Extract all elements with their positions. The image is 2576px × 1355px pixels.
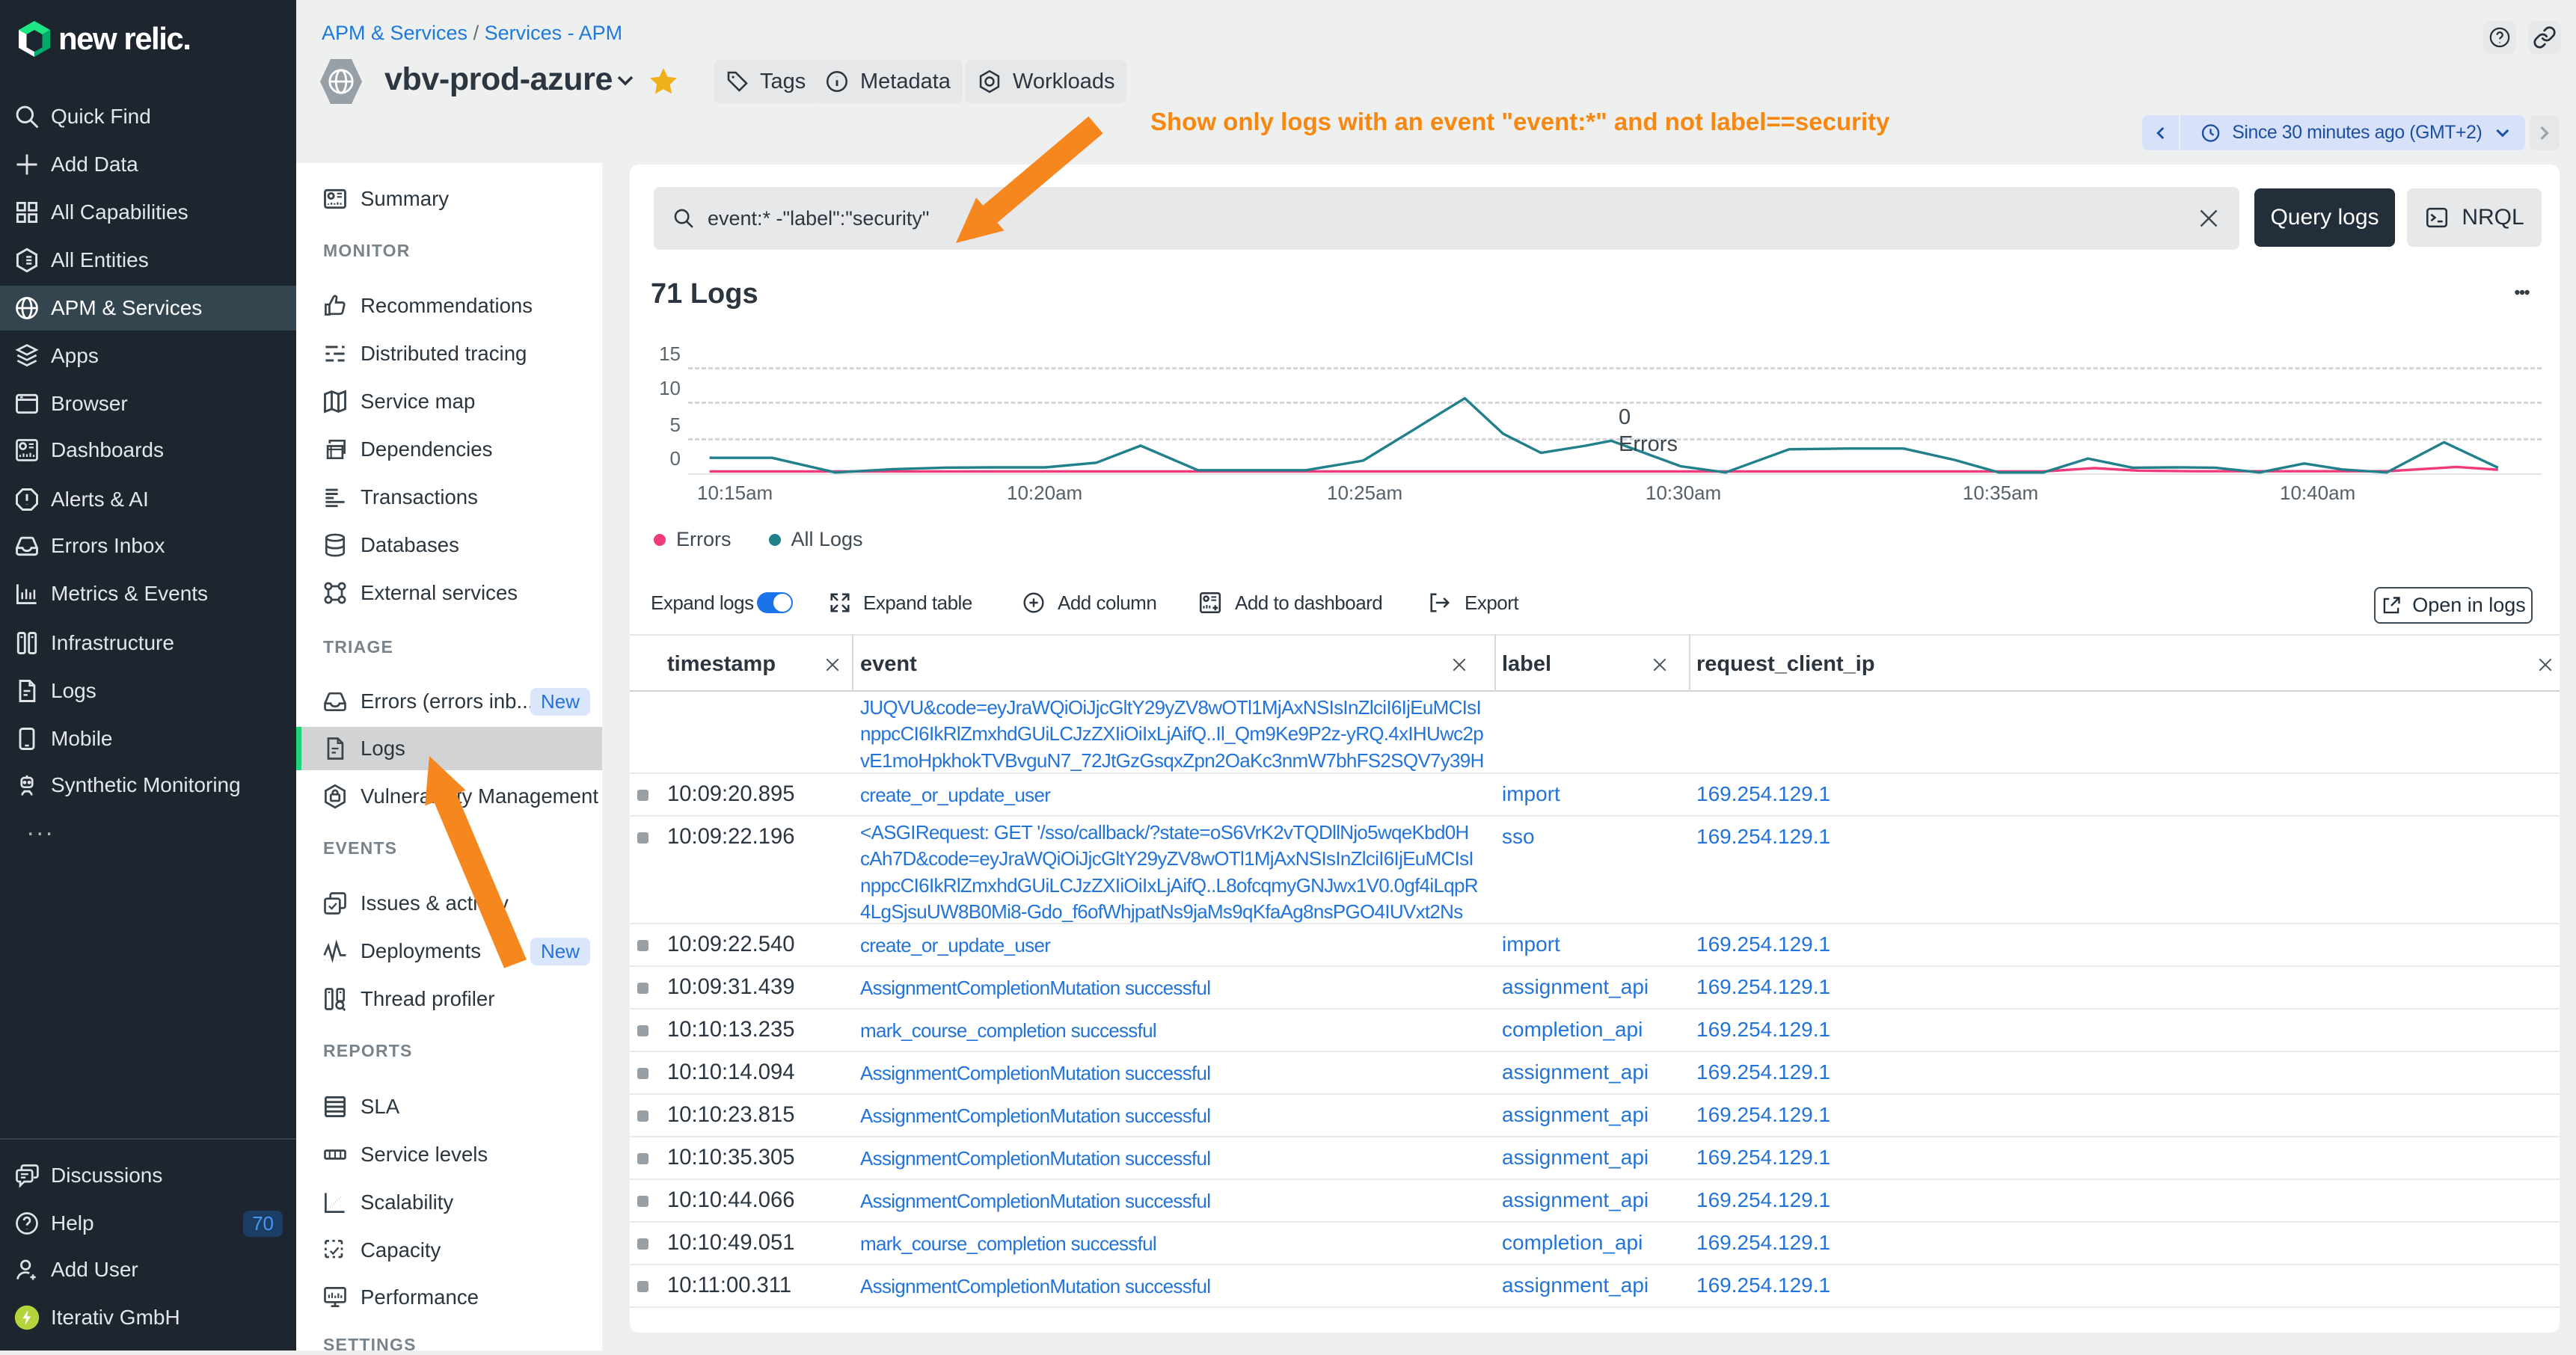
svg-text:new relic.: new relic. [58,21,190,56]
